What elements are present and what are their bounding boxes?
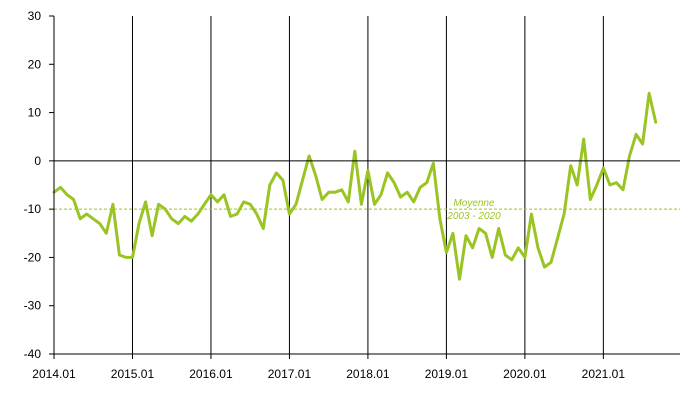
x-tick-label: 2016.01 bbox=[189, 367, 233, 381]
y-tick-label: 0 bbox=[34, 154, 41, 168]
y-tick-label: -10 bbox=[24, 202, 42, 216]
y-tick-label: 20 bbox=[28, 57, 42, 71]
x-tick-label: 2015.01 bbox=[111, 367, 155, 381]
x-tick-label: 2017.01 bbox=[268, 367, 312, 381]
average-label-period: 2003 - 2020 bbox=[446, 211, 501, 222]
y-tick-label: 10 bbox=[28, 106, 42, 120]
series-line bbox=[52, 91, 658, 281]
x-tick-label: 2021.01 bbox=[582, 367, 626, 381]
y-axis: -40 -30 -20 -10 0 10 20 30 bbox=[24, 9, 54, 361]
y-tick-label: -20 bbox=[24, 250, 42, 264]
y-tick-label: -30 bbox=[24, 299, 42, 313]
x-tick-label: 2020.01 bbox=[503, 367, 547, 381]
y-tick-label: -40 bbox=[24, 347, 42, 361]
x-tick-label: 2019.01 bbox=[425, 367, 469, 381]
x-tick-label: 2014.01 bbox=[32, 367, 76, 381]
x-axis: 2014.01 2015.01 2016.01 2017.01 2018.01 2019.… bbox=[32, 354, 625, 381]
average-label-title: Moyenne bbox=[453, 198, 495, 209]
x-tick-label: 2018.01 bbox=[346, 367, 390, 381]
y-tick-label: 30 bbox=[28, 9, 42, 23]
year-gridlines bbox=[131, 16, 604, 354]
